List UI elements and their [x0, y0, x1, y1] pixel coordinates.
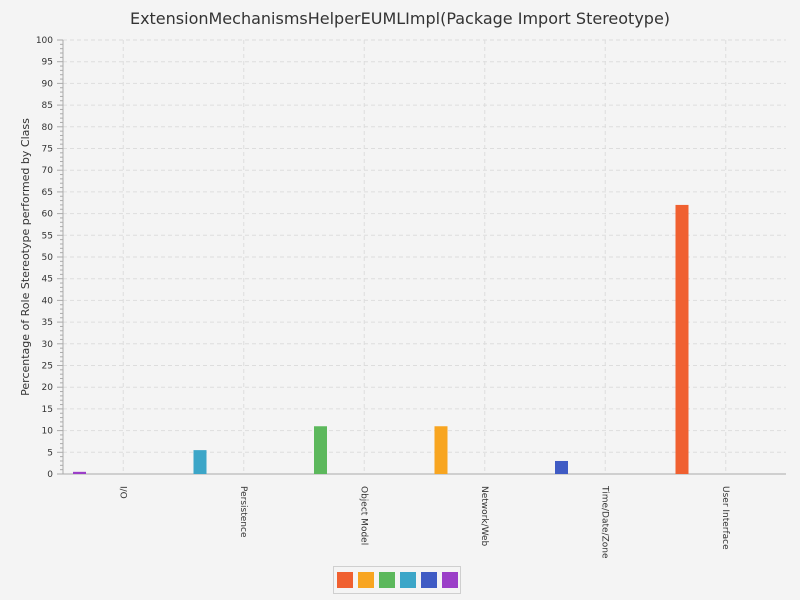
x-tick-label: Network/Web	[479, 486, 489, 547]
legend-swatch	[420, 572, 437, 588]
bar	[193, 450, 207, 474]
legend-swatch	[336, 572, 353, 588]
y-tick-label: 75	[42, 145, 53, 155]
y-tick-label: 30	[42, 340, 54, 350]
legend-swatch	[399, 572, 416, 588]
y-tick-label: 35	[42, 318, 53, 328]
x-tick-label: Time/Date/Zone	[599, 485, 609, 559]
y-tick-label: 90	[42, 79, 54, 89]
y-tick-label: 25	[42, 362, 53, 372]
legend-swatch	[378, 572, 395, 588]
y-tick-label: 100	[36, 36, 53, 46]
legend-swatch	[441, 572, 458, 588]
y-tick-label: 5	[47, 448, 53, 458]
bar	[434, 426, 448, 474]
y-tick-label: 15	[42, 405, 53, 415]
bars	[73, 204, 689, 475]
axes	[57, 39, 786, 475]
y-tick-label: 95	[42, 58, 53, 68]
x-tick-label: I/O	[117, 486, 127, 499]
chart-title: ExtensionMechanismsHelperEUMLImpl(Packag…	[130, 9, 670, 28]
y-tick-label: 55	[42, 231, 53, 241]
y-tick-label: 40	[42, 296, 54, 306]
x-tick-label: User Interface	[720, 486, 730, 550]
y-tick-label: 20	[42, 383, 54, 393]
grid-lines	[63, 39, 786, 474]
y-tick-label: 45	[42, 275, 53, 285]
bar	[314, 426, 327, 474]
y-axis-label: Percentage of Role Stereotype performed …	[19, 118, 32, 396]
y-tick-label: 60	[42, 210, 54, 220]
y-tick-label: 50	[42, 253, 54, 263]
x-tick-label: Object Model	[358, 486, 368, 545]
legend-swatch	[357, 572, 374, 588]
y-tick-label: 70	[42, 166, 54, 176]
y-tick-label: 10	[42, 427, 54, 437]
y-tick-label: 65	[42, 188, 53, 198]
legend	[333, 566, 461, 594]
x-tick-label: Persistence	[238, 486, 248, 538]
y-tick-label: 80	[42, 123, 54, 133]
y-tick-label: 0	[47, 470, 53, 480]
bar	[555, 460, 568, 474]
tick-labels: 0 5 10 15 20 25 30 35 40 45 50 55 60 65 70 75 80 85 90 95 10…	[36, 36, 730, 559]
y-tick-label: 85	[42, 101, 53, 111]
bar	[73, 471, 86, 474]
bar	[675, 204, 689, 475]
